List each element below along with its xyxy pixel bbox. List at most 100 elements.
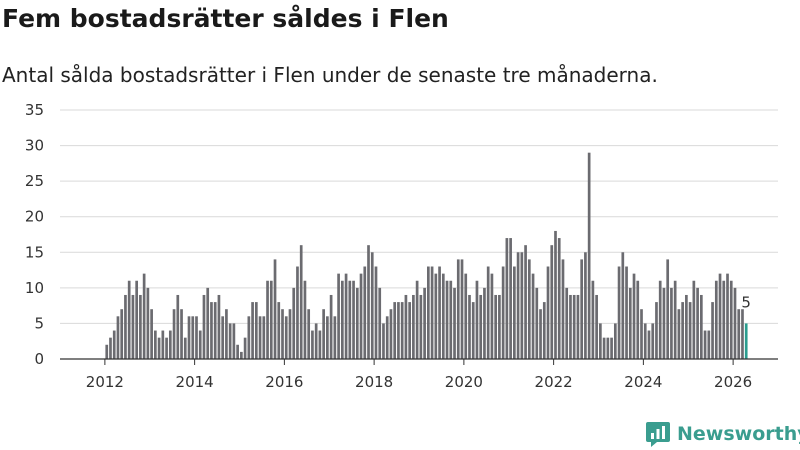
bar xyxy=(191,316,195,359)
bar xyxy=(277,302,281,359)
bar xyxy=(722,280,726,359)
bar xyxy=(595,294,598,359)
bar xyxy=(378,287,382,359)
bar xyxy=(236,344,239,359)
bar xyxy=(711,302,714,359)
bar xyxy=(475,280,479,359)
bar xyxy=(554,230,557,359)
bar xyxy=(359,273,363,359)
bar xyxy=(456,259,460,359)
y-tick-label: 15 xyxy=(25,243,44,261)
bar xyxy=(647,330,651,359)
bar xyxy=(471,302,475,359)
bar xyxy=(415,280,419,359)
bar xyxy=(161,330,165,359)
bar xyxy=(569,294,572,359)
bar xyxy=(393,302,397,359)
bar xyxy=(561,259,565,359)
bar xyxy=(640,309,643,359)
bar xyxy=(344,273,348,359)
x-tick-label: 2016 xyxy=(265,373,303,391)
y-tick-label: 5 xyxy=(34,314,44,332)
bar xyxy=(374,266,378,359)
bar xyxy=(202,294,206,359)
bar xyxy=(232,323,236,359)
bar xyxy=(180,309,183,359)
bar xyxy=(326,316,329,359)
bar xyxy=(273,259,277,359)
bar xyxy=(243,337,247,359)
bar xyxy=(427,266,430,359)
bar xyxy=(284,316,288,359)
bar xyxy=(340,280,344,359)
bar xyxy=(269,280,273,359)
bar xyxy=(120,309,124,359)
bar xyxy=(685,294,688,359)
bar xyxy=(266,280,269,359)
bar xyxy=(281,309,284,359)
bar xyxy=(367,245,370,359)
bar xyxy=(206,287,210,359)
bar xyxy=(240,351,243,359)
bar xyxy=(150,309,153,359)
bar xyxy=(453,287,456,359)
bar xyxy=(225,309,228,359)
bar-highlight xyxy=(744,323,748,359)
bar xyxy=(258,316,262,359)
bar xyxy=(445,280,449,359)
bar xyxy=(311,330,314,359)
bar xyxy=(688,302,692,359)
bars xyxy=(105,152,748,359)
y-tick-label: 35 xyxy=(25,101,44,119)
bar xyxy=(643,323,647,359)
bar xyxy=(658,280,662,359)
bar xyxy=(501,266,505,359)
bar xyxy=(565,287,569,359)
bar xyxy=(131,294,135,359)
bar xyxy=(221,316,225,359)
bar xyxy=(490,273,494,359)
bar xyxy=(655,302,658,359)
bar xyxy=(449,280,453,359)
bar xyxy=(494,294,498,359)
bar xyxy=(109,337,112,359)
bar xyxy=(127,280,131,359)
bar xyxy=(154,330,157,359)
bar xyxy=(726,273,729,359)
bar xyxy=(662,287,666,359)
x-tick-label: 2018 xyxy=(355,373,393,391)
bar xyxy=(479,294,483,359)
bar xyxy=(251,302,254,359)
bar xyxy=(247,316,251,359)
bar xyxy=(183,337,187,359)
bar xyxy=(681,302,684,359)
bar xyxy=(288,309,292,359)
bar xyxy=(703,330,707,359)
bar xyxy=(382,323,385,359)
bar xyxy=(666,259,670,359)
bar xyxy=(509,238,512,359)
bar xyxy=(299,245,303,359)
grid-lines xyxy=(60,109,778,324)
x-tick-label: 2012 xyxy=(86,373,124,391)
bar xyxy=(539,309,542,359)
bar xyxy=(303,280,307,359)
bar xyxy=(516,252,520,359)
data-label-last: 5 xyxy=(741,293,751,311)
bar xyxy=(116,316,120,359)
bar xyxy=(636,280,640,359)
bar xyxy=(412,294,415,359)
bar xyxy=(505,238,509,359)
bar xyxy=(105,344,109,359)
bar xyxy=(355,287,359,359)
bar xyxy=(172,309,176,359)
bar xyxy=(363,266,367,359)
bar xyxy=(677,309,681,359)
bar xyxy=(333,316,337,359)
bar xyxy=(696,287,699,359)
bar xyxy=(714,280,718,359)
bar xyxy=(628,287,632,359)
bar xyxy=(587,152,591,359)
brand-logo: Newsworthy xyxy=(645,420,800,448)
